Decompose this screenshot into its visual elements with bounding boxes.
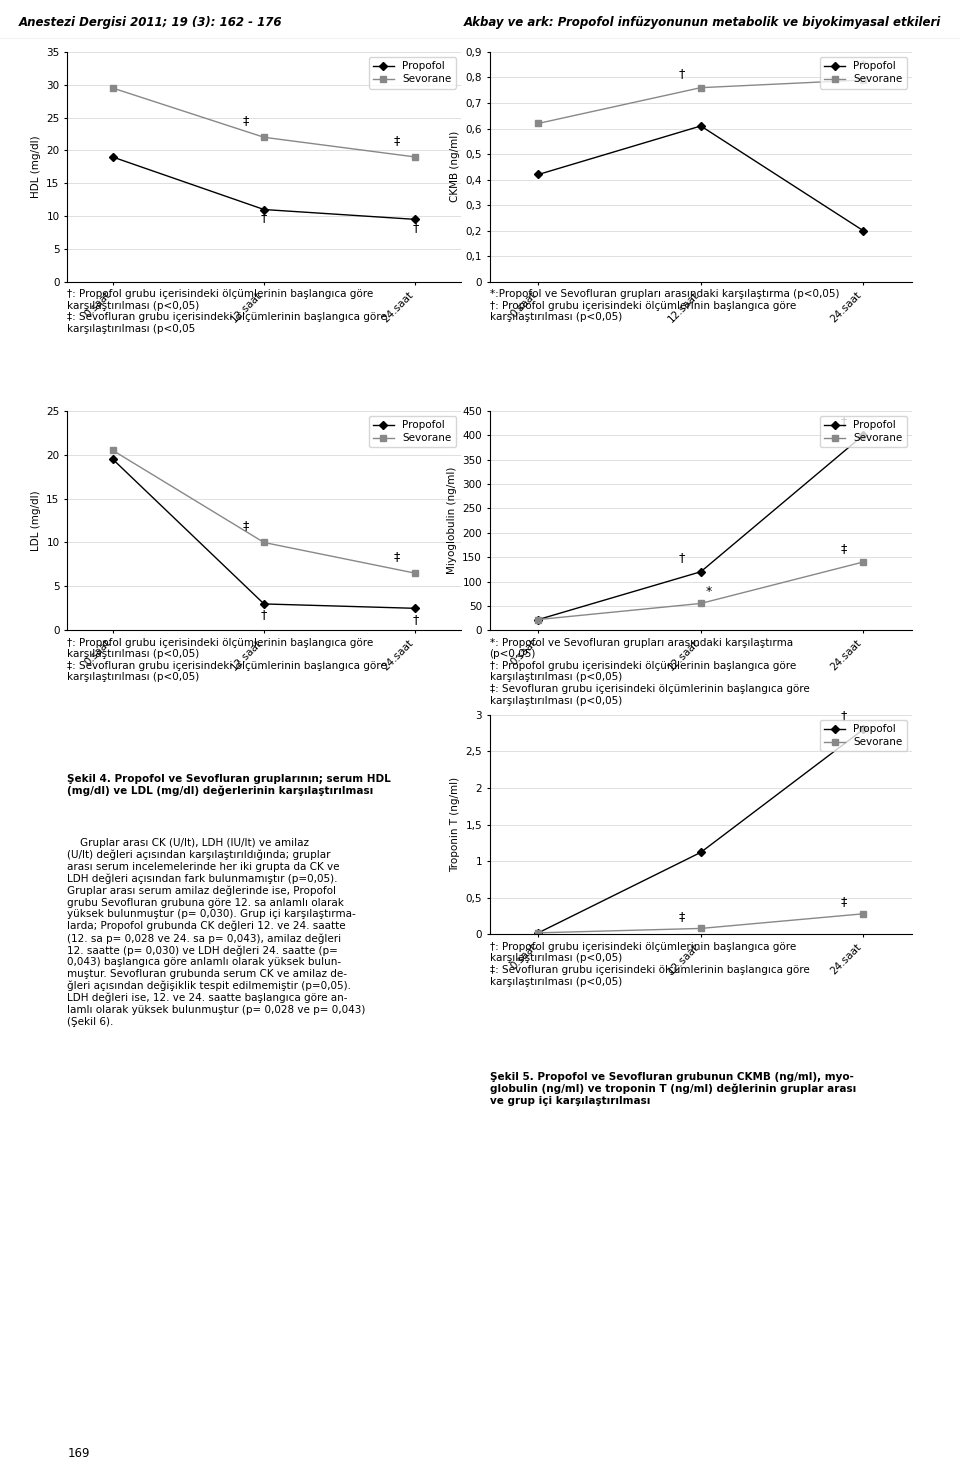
Text: ‡: ‡	[841, 541, 847, 555]
Propofol	[695, 844, 707, 862]
Line: Propofol: Propofol	[109, 154, 419, 222]
Propofol	[533, 166, 544, 184]
Y-axis label: CKMB (ng/ml): CKMB (ng/ml)	[450, 131, 460, 203]
Text: *: *	[860, 59, 866, 73]
Sevorane	[410, 148, 421, 166]
Y-axis label: HDL (mg/dl): HDL (mg/dl)	[31, 135, 40, 199]
Propofol	[857, 222, 869, 240]
Sevorane	[695, 79, 707, 96]
Propofol	[258, 200, 270, 218]
Line: Propofol: Propofol	[536, 123, 866, 233]
Propofol	[533, 924, 544, 942]
Sevorane	[533, 611, 544, 629]
Text: †: †	[412, 221, 419, 234]
Propofol	[410, 599, 421, 617]
Text: †: †	[678, 552, 684, 565]
Sevorane	[695, 919, 707, 937]
Propofol	[107, 148, 118, 166]
Text: ‡: ‡	[678, 909, 684, 922]
Propofol	[533, 611, 544, 629]
Line: Propofol: Propofol	[536, 433, 866, 623]
Legend: Propofol, Sevorane: Propofol, Sevorane	[820, 417, 907, 448]
Text: *:Propofol ve Sevofluran grupları arasındaki karşılaştırma (p<0,05)
†: Propofol : *:Propofol ve Sevofluran grupları arasın…	[490, 289, 839, 322]
Sevorane	[857, 905, 869, 922]
Legend: Propofol, Sevorane: Propofol, Sevorane	[369, 417, 456, 448]
Text: 169: 169	[67, 1447, 89, 1459]
Y-axis label: Miyoglobulin (ng/ml): Miyoglobulin (ng/ml)	[446, 467, 457, 574]
Text: †: Propofol grubu içerisindeki ölçümlerinin başlangıca göre
karşılaştırılması (p: †: Propofol grubu içerisindeki ölçümleri…	[490, 942, 809, 986]
Legend: Propofol, Sevorane: Propofol, Sevorane	[369, 58, 456, 89]
Y-axis label: LDL (mg/dl): LDL (mg/dl)	[31, 491, 40, 550]
Line: Propofol: Propofol	[109, 457, 419, 611]
Text: Gruplar arası CK (U/lt), LDH (IU/lt) ve amilaz
(U/lt) değleri açısından karşılaş: Gruplar arası CK (U/lt), LDH (IU/lt) ve …	[67, 838, 366, 1026]
Propofol	[857, 721, 869, 739]
Line: Sevorane: Sevorane	[536, 77, 866, 126]
Line: Sevorane: Sevorane	[109, 85, 419, 160]
Text: †: Propofol grubu içerisindeki ölçümlerinin başlangıca göre
karşılaştırılması (p: †: Propofol grubu içerisindeki ölçümleri…	[67, 289, 387, 334]
Line: Sevorane: Sevorane	[109, 448, 419, 575]
Text: Anestezi Dergisi 2011; 19 (3): 162 - 176: Anestezi Dergisi 2011; 19 (3): 162 - 176	[19, 16, 282, 28]
Sevorane	[533, 114, 544, 132]
Text: ‡: ‡	[394, 550, 400, 562]
Propofol	[258, 595, 270, 612]
Text: Şekil 4. Propofol ve Sevofluran gruplarının; serum HDL
(mg/dl) ve LDL (mg/dl) de: Şekil 4. Propofol ve Sevofluran grupları…	[67, 774, 391, 796]
Propofol	[410, 211, 421, 228]
Text: †: †	[412, 612, 419, 626]
Text: Şekil 5. Propofol ve Sevofluran grubunun CKMB (ng/ml), myo-
globulin (ng/ml) ve : Şekil 5. Propofol ve Sevofluran grubunun…	[490, 1072, 856, 1106]
Legend: Propofol, Sevorane: Propofol, Sevorane	[820, 58, 907, 89]
Sevorane	[258, 129, 270, 147]
Text: †: †	[261, 211, 267, 224]
Line: Sevorane: Sevorane	[536, 911, 866, 936]
Propofol	[695, 564, 707, 581]
Text: †: Propofol grubu içerisindeki ölçümlerinin başlangıca göre
karşılaştırılması (p: †: Propofol grubu içerisindeki ölçümleri…	[67, 638, 387, 682]
Legend: Propofol, Sevorane: Propofol, Sevorane	[820, 721, 907, 752]
Sevorane	[857, 71, 869, 89]
Text: †: †	[841, 709, 847, 722]
Sevorane	[857, 553, 869, 571]
Sevorane	[107, 442, 118, 460]
Sevorane	[107, 79, 118, 96]
Propofol	[695, 117, 707, 135]
Text: †: †	[261, 608, 267, 621]
Sevorane	[258, 534, 270, 552]
Sevorane	[410, 565, 421, 583]
Text: †: †	[841, 415, 847, 429]
Text: ‡: ‡	[394, 133, 400, 147]
Propofol	[857, 426, 869, 443]
Text: †: †	[678, 67, 684, 80]
Text: *: *	[706, 584, 712, 598]
Sevorane	[533, 924, 544, 942]
Line: Propofol: Propofol	[536, 727, 866, 936]
Text: ‡: ‡	[243, 519, 249, 532]
Y-axis label: Troponin T (ng/ml): Troponin T (ng/ml)	[450, 777, 460, 872]
Text: ‡: ‡	[243, 114, 249, 128]
Sevorane	[695, 595, 707, 612]
Propofol	[107, 451, 118, 469]
Text: Akbay ve ark: Propofol infüzyonunun metabolik ve biyokimyasal etkileri: Akbay ve ark: Propofol infüzyonunun meta…	[464, 16, 941, 28]
Text: *: Propofol ve Sevofluran grupları arasındaki karşılaştırma
(p<0,05)
†: Propofol: *: Propofol ve Sevofluran grupları arası…	[490, 638, 809, 706]
Text: ‡: ‡	[841, 894, 847, 908]
Line: Sevorane: Sevorane	[536, 559, 866, 623]
